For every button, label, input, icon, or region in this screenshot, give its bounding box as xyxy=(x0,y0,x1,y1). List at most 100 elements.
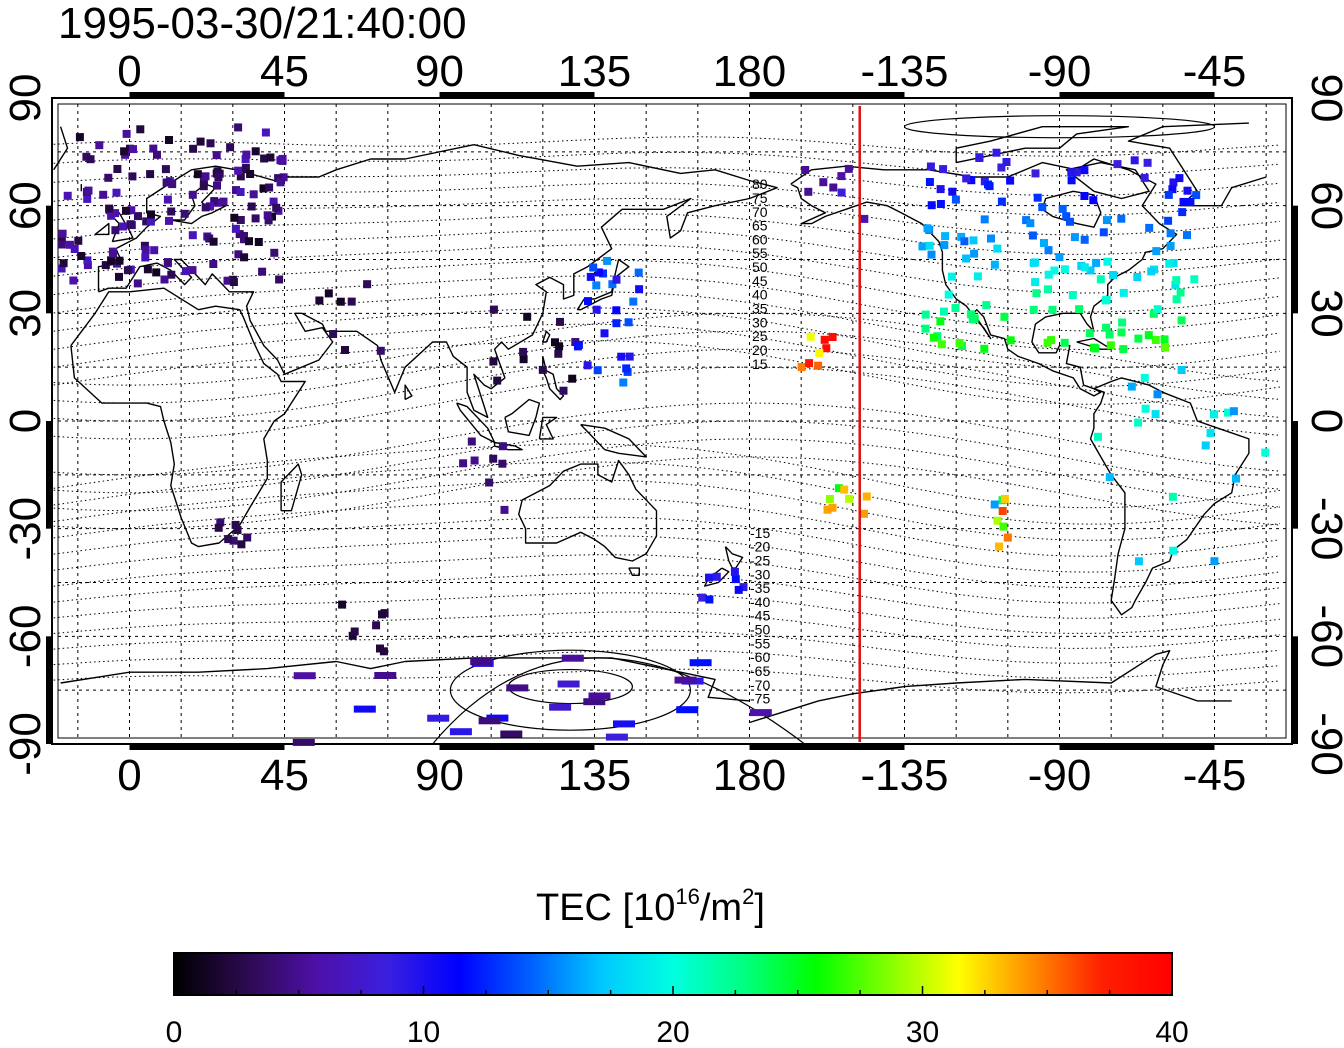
tec-data-point xyxy=(997,197,1006,206)
tec-data-point xyxy=(929,333,938,342)
tec-data-point xyxy=(1183,186,1192,195)
tec-data-point xyxy=(962,254,971,263)
tec-data-point xyxy=(84,186,93,195)
tec-data-point xyxy=(1144,331,1153,340)
tec-data-point xyxy=(254,238,263,246)
tec-data-point xyxy=(634,268,643,277)
tec-data-point xyxy=(263,211,272,220)
tec-data-point xyxy=(246,170,255,178)
contour-label-north: 20 xyxy=(752,342,768,358)
colorbar-title: TEC [1016/m2] xyxy=(536,885,765,931)
tec-data-point xyxy=(1261,448,1270,457)
tec-data-point xyxy=(226,143,235,152)
tec-data-point xyxy=(921,310,930,319)
tec-data-point xyxy=(206,202,214,211)
tec-data-point xyxy=(1044,246,1053,255)
scale-segment-top xyxy=(129,92,285,98)
tec-data-point xyxy=(1066,217,1074,226)
contour-label-south: -60 xyxy=(750,649,770,665)
tec-data-point xyxy=(235,230,244,239)
tec-data-point xyxy=(146,170,155,179)
tec-data-point xyxy=(568,374,577,383)
tec-data-point xyxy=(559,386,568,395)
tec-data-point xyxy=(844,164,853,173)
tec-data-point xyxy=(122,206,130,215)
tec-data-point xyxy=(1067,176,1076,185)
tec-data-point xyxy=(1177,316,1186,325)
tec-data-point xyxy=(506,684,529,692)
tec-data-point xyxy=(840,485,849,494)
tec-data-point xyxy=(940,307,948,316)
tec-data-point xyxy=(1029,305,1038,314)
tec-data-point xyxy=(960,237,969,246)
tec-data-point xyxy=(231,224,240,233)
tec-data-point xyxy=(101,261,110,270)
tec-data-point xyxy=(168,180,177,189)
tec-data-point xyxy=(206,139,215,148)
tec-data-point xyxy=(77,252,86,260)
tec-data-point xyxy=(1152,247,1161,256)
tec-data-point xyxy=(105,204,114,213)
scale-segment-right xyxy=(1292,636,1298,744)
tec-data-point xyxy=(674,676,697,684)
contour-label-north: 15 xyxy=(752,356,768,372)
tec-data-point xyxy=(143,265,152,274)
tec-data-point xyxy=(165,216,173,225)
tec-data-point xyxy=(982,301,991,310)
colorbar-tick-label: 30 xyxy=(906,1016,939,1048)
tec-data-point xyxy=(801,166,810,174)
tec-data-point xyxy=(160,275,169,284)
tec-data-point xyxy=(122,129,131,138)
tec-data-point xyxy=(519,347,528,356)
tec-data-point xyxy=(1153,305,1162,314)
x-tick-label-top: 90 xyxy=(415,47,464,96)
tec-data-point xyxy=(1070,233,1079,242)
tec-data-point xyxy=(806,332,815,341)
tec-data-point xyxy=(272,203,281,212)
tec-data-point xyxy=(223,276,232,285)
tec-data-point xyxy=(1106,341,1115,350)
tec-data-point xyxy=(1145,223,1154,232)
contour-label-north: 25 xyxy=(752,328,768,344)
tec-data-point xyxy=(292,738,315,746)
tec-data-point xyxy=(551,338,559,347)
tec-data-point xyxy=(995,542,1003,551)
tec-data-point xyxy=(329,330,338,338)
x-tick-label-bottom: -135 xyxy=(860,751,948,800)
contour-label-north: 75 xyxy=(752,190,768,206)
tec-data-point xyxy=(966,310,975,319)
tec-data-point xyxy=(583,361,592,370)
tec-data-point xyxy=(233,526,242,534)
scale-segment-bottom xyxy=(1059,744,1215,750)
tec-data-point xyxy=(837,188,846,197)
tec-data-point xyxy=(1026,219,1035,228)
colorbar-title-prefix: TEC [10 xyxy=(536,887,676,929)
tec-data-point xyxy=(66,240,74,249)
tec-data-point xyxy=(940,241,949,250)
tec-data-point xyxy=(427,714,450,722)
tec-data-point xyxy=(59,259,68,268)
tec-data-point xyxy=(189,144,198,153)
tec-data-point xyxy=(1096,275,1105,284)
tec-data-point xyxy=(1044,270,1053,279)
tec-data-point xyxy=(589,263,598,272)
tec-data-point xyxy=(556,317,564,326)
java-coast xyxy=(493,441,523,451)
tec-data-point xyxy=(274,174,283,183)
contour-label-south: -55 xyxy=(750,635,770,651)
colorbar-tick-label: 0 xyxy=(166,1016,183,1048)
tec-data-point xyxy=(925,178,934,186)
tec-data-point xyxy=(1105,330,1114,339)
colorbar-tick-label: 40 xyxy=(1155,1016,1188,1048)
antarctica-coast xyxy=(60,650,1232,724)
contour-label-south: -50 xyxy=(750,622,770,638)
scale-segment-bottom xyxy=(439,744,595,750)
tec-data-point xyxy=(951,195,960,204)
tec-data-point xyxy=(99,190,108,199)
contour-label-south: -15 xyxy=(750,525,770,541)
tec-data-point xyxy=(941,232,950,241)
tec-data-point xyxy=(276,156,285,165)
tec-data-point xyxy=(1080,166,1089,175)
tec-data-point xyxy=(860,214,869,223)
